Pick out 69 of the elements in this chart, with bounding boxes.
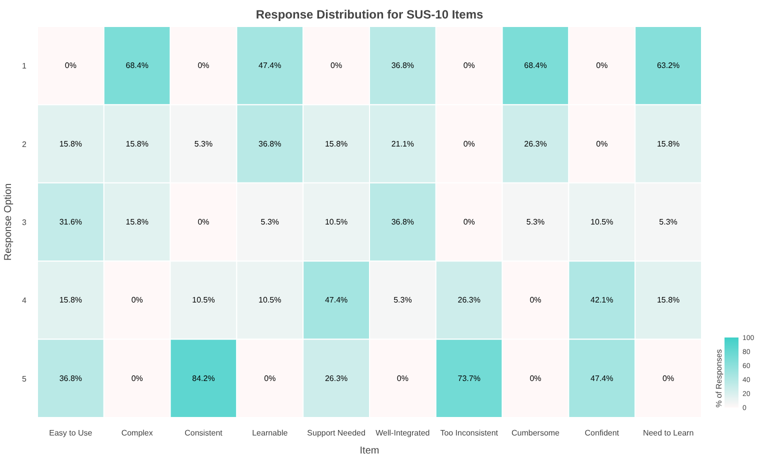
data-label: 0% xyxy=(596,61,608,70)
data-label: 42.1% xyxy=(590,296,614,305)
y-axis-title: Response Option xyxy=(3,183,14,261)
x-tick-label: Support Needed xyxy=(307,428,366,438)
data-label: 26.3% xyxy=(458,296,480,305)
data-label: 10.5% xyxy=(324,218,348,226)
data-label: 15.8% xyxy=(59,296,82,305)
data-label: 0% xyxy=(530,296,542,305)
data-label: 21.1% xyxy=(391,139,414,148)
x-tick-label: Cumbersome xyxy=(511,428,560,438)
data-label: 31.6% xyxy=(59,218,82,226)
color-bar-title: % of Responses xyxy=(714,349,724,408)
data-label: 15.8% xyxy=(126,218,148,226)
data-label: 36.8% xyxy=(391,61,414,70)
data-label: 10.5% xyxy=(590,218,614,226)
data-label: 15.8% xyxy=(324,139,348,148)
y-tick-label: 2 xyxy=(22,140,28,149)
x-tick-label: Too Inconsistent xyxy=(440,428,499,438)
data-label: 0% xyxy=(662,374,674,383)
chart-title: Response Distribution for SUS-10 Items xyxy=(256,8,484,22)
data-label: 84.2% xyxy=(192,374,215,383)
data-label: 26.3% xyxy=(524,139,547,148)
y-tick-label: 1 xyxy=(22,62,28,71)
data-label: 5.3% xyxy=(194,139,213,148)
data-label: 5.3% xyxy=(260,218,280,226)
x-tick-label: Easy to Use xyxy=(49,428,93,438)
data-label: 47.4% xyxy=(258,61,282,70)
data-label: 5.3% xyxy=(526,218,545,226)
x-tick-label: Consistent xyxy=(184,428,224,438)
data-label: 0% xyxy=(131,296,143,305)
y-tick-label: 3 xyxy=(22,218,28,227)
data-label: 68.4% xyxy=(126,61,148,70)
data-label: 15.8% xyxy=(59,139,82,148)
data-label: 0% xyxy=(64,61,76,70)
data-label: 10.5% xyxy=(258,296,282,305)
data-label: 73.7% xyxy=(458,374,480,383)
x-tick-label: Well-Integrated xyxy=(376,428,430,438)
data-label: 0% xyxy=(198,218,210,226)
data-label: 0% xyxy=(596,139,608,148)
x-tick-label: Learnable xyxy=(252,428,288,438)
data-label: 26.3% xyxy=(324,374,348,383)
x-tick-label: Confident xyxy=(584,428,620,438)
x-axis-title: Item xyxy=(360,446,380,456)
data-label: 0% xyxy=(131,374,143,383)
x-tick-label: Complex xyxy=(121,428,153,438)
data-label: 0% xyxy=(463,61,475,70)
data-label: 5.3% xyxy=(659,218,678,226)
data-label: 36.8% xyxy=(258,139,282,148)
data-label: 0% xyxy=(463,139,475,148)
data-label: 15.8% xyxy=(656,296,680,305)
data-label: 0% xyxy=(396,374,408,383)
data-label: 0% xyxy=(530,374,542,383)
data-label: 36.8% xyxy=(391,218,414,226)
data-label: 68.4% xyxy=(524,61,547,70)
data-label: 0% xyxy=(198,61,210,70)
data-label: 10.5% xyxy=(192,296,215,305)
data-label: 15.8% xyxy=(126,139,148,148)
data-label: 5.3% xyxy=(394,296,412,305)
data-label: 0% xyxy=(330,61,342,70)
data-label: 15.8% xyxy=(656,139,680,148)
data-label: 0% xyxy=(463,218,475,226)
data-label: 0% xyxy=(264,374,276,383)
data-label: 47.4% xyxy=(324,296,348,305)
x-tick-label: Need to Learn xyxy=(642,428,694,438)
data-label: 36.8% xyxy=(59,374,82,383)
y-tick-label: 4 xyxy=(22,296,28,306)
data-label: 47.4% xyxy=(590,374,614,383)
y-tick-label: 5 xyxy=(22,374,28,384)
data-label: 63.2% xyxy=(656,61,680,70)
